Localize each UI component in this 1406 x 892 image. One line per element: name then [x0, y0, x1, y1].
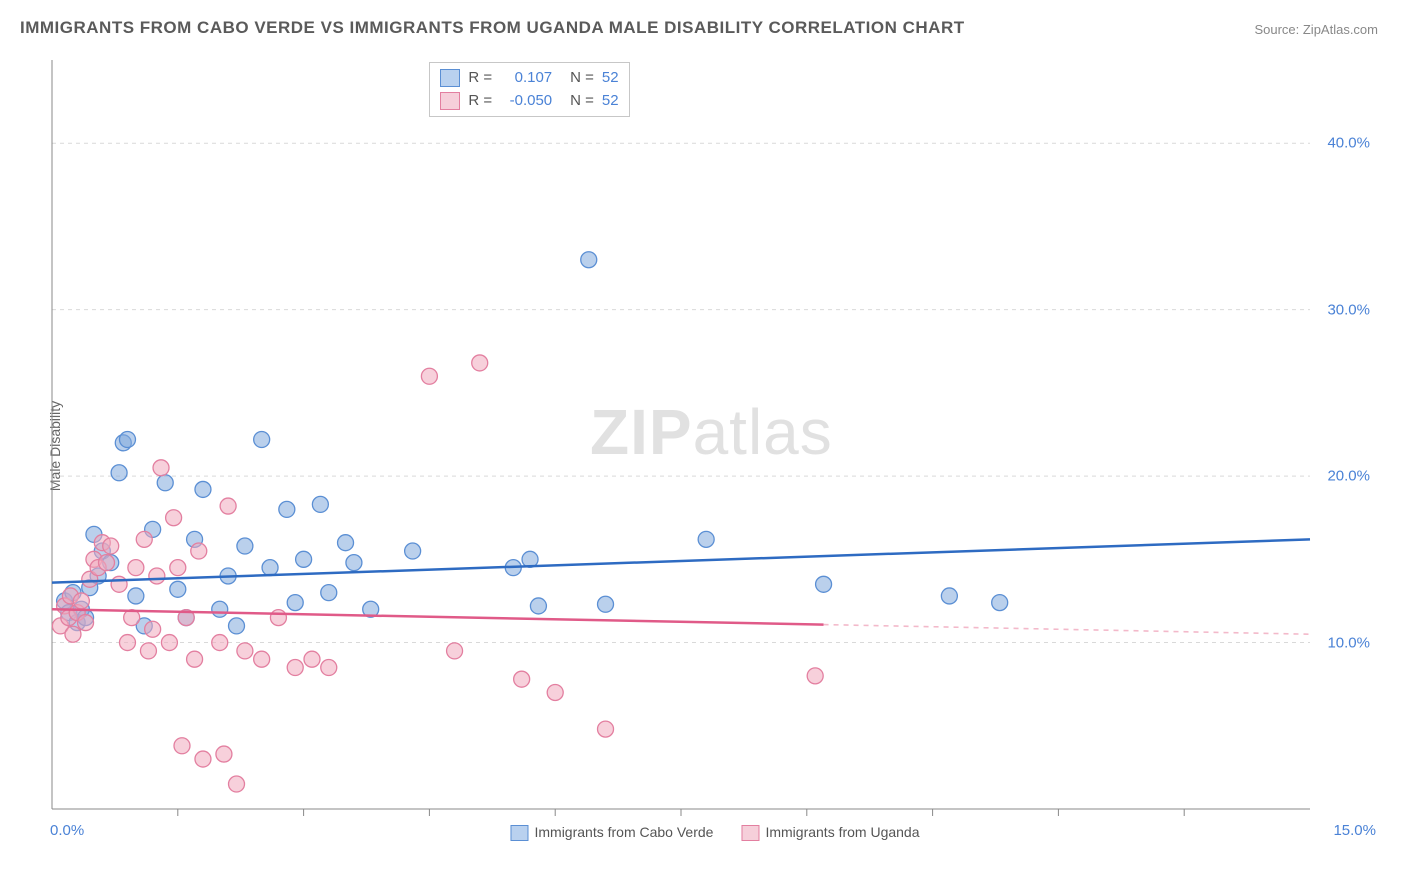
source-prefix: Source: — [1254, 22, 1302, 37]
chart-title: IMMIGRANTS FROM CABO VERDE VS IMMIGRANTS… — [20, 18, 965, 38]
legend-item-cabo-verde: Immigrants from Cabo Verde — [510, 824, 713, 841]
legend-item-uganda: Immigrants from Uganda — [741, 824, 919, 841]
y-tick-label: 10.0% — [1327, 634, 1370, 651]
stat-n-value: 52 — [602, 90, 619, 113]
source-attribution: Source: ZipAtlas.com — [1254, 22, 1378, 37]
x-max-label: 15.0% — [1333, 822, 1376, 839]
y-tick-label: 40.0% — [1327, 135, 1370, 152]
stat-legend-row: R = -0.050 N = 52 — [440, 90, 618, 113]
stat-swatch — [440, 92, 460, 110]
stat-r-label: R = — [468, 67, 492, 90]
stat-swatch — [440, 69, 460, 87]
stat-r-value: -0.050 — [500, 90, 552, 113]
x-min-label: 0.0% — [50, 822, 84, 839]
legend-swatch-cabo-verde — [510, 825, 528, 841]
stat-n-label: N = — [570, 67, 594, 90]
stat-r-label: R = — [468, 90, 492, 113]
x-axis-legend: Immigrants from Cabo Verde Immigrants fr… — [510, 824, 919, 841]
legend-label-uganda: Immigrants from Uganda — [765, 824, 919, 840]
plot-area: ZIPatlas R =0.107N =52R =-0.050N =52 10.… — [50, 55, 1380, 845]
stat-r-value: 0.107 — [500, 67, 552, 90]
legend-swatch-uganda — [741, 825, 759, 841]
chart-svg — [50, 55, 1380, 845]
stat-n-label: N = — [570, 90, 594, 113]
y-tick-label: 30.0% — [1327, 301, 1370, 318]
y-tick-label: 20.0% — [1327, 468, 1370, 485]
stat-n-value: 52 — [602, 67, 619, 90]
stat-legend: R = 0.107 N = 52 R = -0.050 N = 52 — [429, 62, 629, 117]
legend-label-cabo-verde: Immigrants from Cabo Verde — [534, 824, 713, 840]
stat-legend-row: R = 0.107 N = 52 — [440, 67, 618, 90]
source-link[interactable]: ZipAtlas.com — [1303, 22, 1378, 37]
